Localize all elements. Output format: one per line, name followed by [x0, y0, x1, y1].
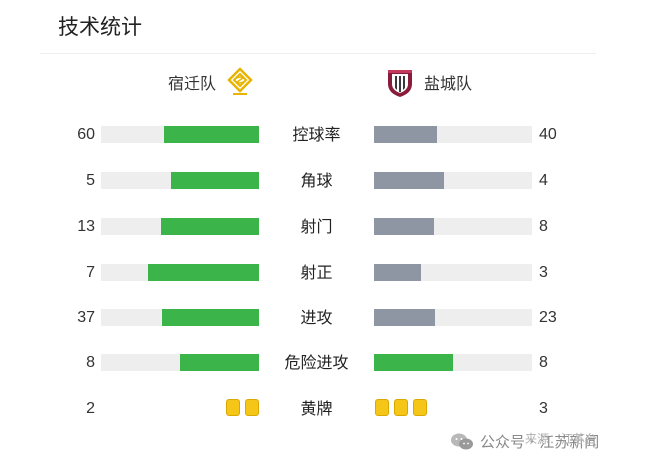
away-bar-track [374, 354, 532, 371]
stat-label: 进攻 [300, 308, 333, 327]
wechat-icon [451, 433, 473, 449]
home-bar [148, 264, 259, 281]
stat-home-value: 13 [77, 218, 95, 235]
away-bar-track [374, 264, 532, 281]
yellow-card-icon [413, 399, 427, 416]
stat-home-value: 37 [77, 309, 95, 326]
yellow-card-icon [245, 399, 259, 416]
home-bar [171, 172, 259, 189]
stat-away-value: 3 [539, 400, 548, 417]
home-team-name: 宿迁队 [168, 74, 217, 93]
away-bar-track [374, 126, 532, 143]
watermark: 公众号 · 江苏新闻 [450, 431, 599, 452]
away-bar-track [374, 172, 532, 189]
watermark-source: 来源：江苏台 [525, 432, 598, 446]
stat-label: 控球率 [292, 125, 341, 144]
yellow-card-icon [226, 399, 240, 416]
home-bar [162, 309, 259, 326]
stat-away-value: 8 [539, 354, 548, 371]
away-bar [374, 309, 435, 326]
stat-row: 13 射门 8 [0, 216, 650, 238]
away-bar [374, 354, 453, 371]
stat-away-value: 23 [539, 309, 557, 326]
home-yellow-cards [226, 399, 259, 416]
home-bar-track [101, 354, 259, 371]
yellow-card-icon [394, 399, 408, 416]
stat-away-value: 8 [539, 218, 548, 235]
stat-row-yellow-cards: 2 黄牌 3 [0, 398, 650, 420]
stat-label: 射正 [300, 263, 333, 282]
stat-home-value: 7 [86, 264, 95, 281]
home-bar-track [101, 172, 259, 189]
away-bar [374, 126, 437, 143]
away-team-header: 盐城队 [384, 66, 472, 98]
stat-label: 射门 [300, 217, 333, 236]
stat-label: 黄牌 [300, 399, 333, 418]
away-bar-track [374, 309, 532, 326]
stat-away-value: 4 [539, 172, 548, 189]
yancheng-crest-icon [388, 70, 412, 97]
stat-home-value: 60 [77, 126, 95, 143]
stat-row: 37 进攻 23 [0, 307, 650, 329]
stat-row: 60 控球率 40 [0, 124, 650, 146]
home-bar [164, 126, 259, 143]
page-title: 技术统计 [58, 15, 142, 39]
home-team-header: 宿迁队 [168, 66, 256, 98]
stat-row: 8 危险进攻 8 [0, 352, 650, 374]
stat-row: 7 射正 3 [0, 262, 650, 284]
watermark-account: 公众号 · 江苏新闻 [480, 433, 600, 451]
away-bar [374, 218, 434, 235]
stat-away-value: 3 [539, 264, 548, 281]
stat-away-value: 40 [539, 126, 557, 143]
home-bar [161, 218, 259, 235]
title-divider [40, 53, 596, 54]
home-bar-track [101, 126, 259, 143]
stat-label: 角球 [300, 171, 333, 190]
yellow-card-icon [375, 399, 389, 416]
home-bar-track [101, 264, 259, 281]
away-yellow-cards [375, 399, 427, 416]
stat-home-value: 2 [86, 400, 95, 417]
suqian-crest-icon [227, 67, 253, 95]
home-bar [180, 354, 259, 371]
home-bar-track [101, 218, 259, 235]
stat-home-value: 8 [86, 354, 95, 371]
away-bar [374, 172, 444, 189]
stat-row: 5 角球 4 [0, 170, 650, 192]
away-team-name: 盐城队 [424, 74, 473, 93]
stat-home-value: 5 [86, 172, 95, 189]
away-bar [374, 264, 421, 281]
stat-label: 危险进攻 [284, 353, 349, 372]
away-bar-track [374, 218, 532, 235]
home-bar-track [101, 309, 259, 326]
